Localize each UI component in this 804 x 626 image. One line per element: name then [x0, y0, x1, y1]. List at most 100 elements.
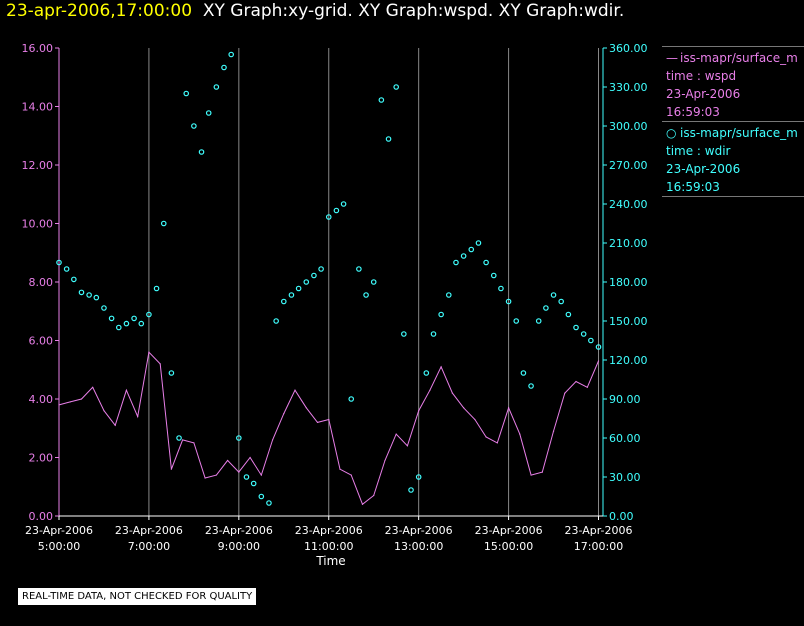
data-point-wdir	[71, 276, 77, 283]
y-right-tick-label: 360.00	[609, 42, 648, 55]
y-left-tick-label: 16.00	[22, 42, 54, 55]
data-point-wspd	[316, 421, 319, 423]
data-point-wdir	[325, 214, 332, 220]
data-point-wdir	[363, 292, 369, 298]
line-icon: —	[666, 51, 678, 65]
x-tick-date: 23-Apr-2006	[25, 524, 93, 537]
data-point-wdir	[573, 324, 579, 331]
data-point-wspd	[159, 363, 161, 365]
x-tick-date: 23-Apr-2006	[205, 524, 273, 537]
data-point-wspd	[564, 392, 566, 394]
data-point-wdir	[303, 279, 310, 285]
legend-name: iss-mapr/surface_m	[680, 126, 798, 140]
data-point-wdir	[393, 84, 399, 90]
data-point-wdir	[543, 305, 549, 311]
data-point-wdir	[348, 396, 355, 402]
y-left-tick-label: 14.00	[22, 101, 54, 114]
x-tick-time: 13:00:00	[394, 540, 443, 553]
data-point-wdir	[295, 285, 302, 292]
data-point-wdir	[183, 90, 190, 97]
y-left-tick-label: 2.00	[29, 452, 54, 465]
data-point-wspd	[328, 418, 330, 421]
data-point-wdir	[580, 331, 587, 337]
y-left-tick-label: 10.00	[22, 218, 54, 231]
data-point-wspd	[260, 474, 262, 476]
data-point-wdir	[460, 253, 467, 259]
data-point-wdir	[588, 337, 594, 344]
y-right-tick-label: 0.00	[609, 510, 634, 523]
data-point-wdir	[558, 298, 564, 305]
data-point-wdir	[198, 149, 205, 155]
data-point-wdir	[138, 320, 145, 327]
data-point-wdir	[378, 97, 385, 103]
data-point-wspd	[406, 445, 409, 447]
y-right-tick-label: 300.00	[609, 120, 648, 133]
legend-label: time : wdir	[666, 144, 731, 158]
data-point-wdir	[56, 259, 62, 266]
data-point-wdir	[385, 136, 392, 142]
data-point-wdir	[205, 110, 212, 116]
data-point-wspd	[58, 404, 60, 406]
data-point-wdir	[221, 64, 227, 71]
data-point-wdir	[101, 305, 107, 311]
x-tick-time: 17:00:00	[574, 540, 623, 553]
y-right-tick-label: 270.00	[609, 159, 648, 172]
y-right-tick-label: 60.00	[609, 432, 641, 445]
data-point-wspd	[586, 386, 588, 388]
data-point-wdir	[535, 318, 542, 324]
data-point-wdir	[595, 344, 602, 350]
data-point-wdir	[430, 331, 437, 337]
legend-time: 16:59:03	[666, 180, 720, 194]
data-point-wdir	[243, 474, 250, 480]
data-point-wspd	[80, 398, 83, 400]
data-point-wspd	[148, 351, 150, 353]
x-tick-time: 7:00:00	[128, 540, 170, 553]
data-point-wdir	[228, 51, 234, 58]
data-point-wdir	[266, 500, 272, 506]
data-point-wdir	[146, 311, 152, 318]
data-point-wspd	[271, 439, 274, 441]
data-point-wdir	[311, 272, 317, 279]
data-point-wdir	[468, 246, 475, 253]
data-point-wspd	[339, 468, 341, 470]
data-point-wdir	[520, 370, 527, 376]
data-point-wdir	[123, 320, 130, 327]
y-right-tick-label: 150.00	[609, 315, 648, 328]
data-point-wspd	[137, 415, 139, 418]
legend-date: 23-Apr-2006	[666, 162, 741, 176]
data-point-wspd	[496, 442, 498, 444]
data-point-wdir	[153, 285, 160, 292]
data-point-wdir	[438, 311, 444, 318]
data-point-wspd	[474, 418, 476, 421]
data-point-wdir	[528, 383, 534, 389]
circle-icon: ○	[666, 126, 677, 140]
data-point-wspd	[429, 389, 431, 391]
data-point-wdir	[280, 298, 287, 305]
data-point-wspd	[170, 468, 172, 470]
data-point-wdir	[483, 259, 489, 266]
data-point-wspd	[226, 459, 229, 462]
data-point-wdir	[213, 84, 220, 90]
x-tick-time: 9:00:00	[218, 540, 260, 553]
data-point-wdir	[423, 370, 430, 376]
data-point-wdir	[258, 493, 265, 500]
data-point-wdir	[250, 480, 257, 487]
data-point-wspd	[451, 392, 453, 394]
data-point-wdir	[78, 289, 85, 296]
data-point-wdir	[370, 279, 377, 285]
data-point-wspd	[373, 494, 375, 497]
data-point-wspd	[114, 424, 116, 426]
data-point-wspd	[463, 407, 465, 409]
data-point-wspd	[530, 474, 532, 476]
data-point-wspd	[238, 471, 240, 473]
y-left-tick-label: 12.00	[22, 159, 54, 172]
legend-name: iss-mapr/surface_m	[680, 51, 798, 65]
data-point-wspd	[440, 366, 442, 368]
data-point-wdir	[453, 259, 459, 266]
data-point-wspd	[597, 360, 600, 362]
data-point-wspd	[507, 407, 510, 409]
data-point-wspd	[204, 477, 206, 479]
x-tick-time: 11:00:00	[304, 540, 353, 553]
legend-entry-wdir: ○ iss-mapr/surface_m time : wdir 23-Apr-2…	[662, 121, 804, 197]
